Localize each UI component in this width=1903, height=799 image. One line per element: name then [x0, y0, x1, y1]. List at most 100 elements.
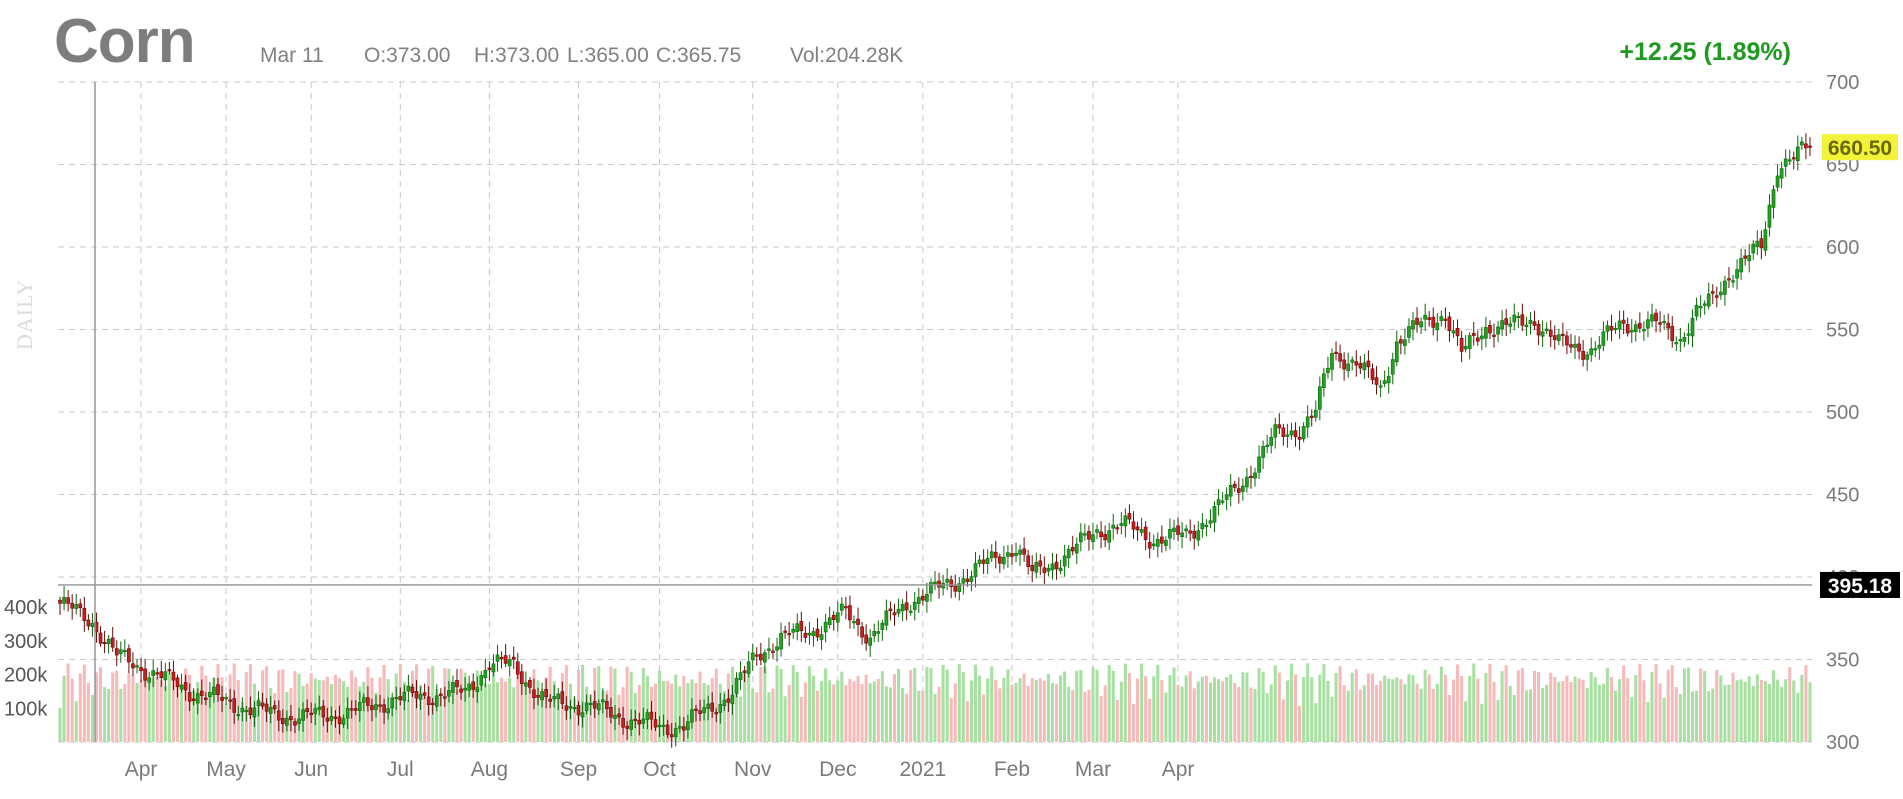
- candle-body: [208, 691, 212, 698]
- candle-body: [754, 654, 759, 657]
- x-tick-Jun: Jun: [294, 758, 328, 781]
- candle-body: [1188, 530, 1193, 534]
- volume-bar: [686, 683, 690, 742]
- candle-body: [1245, 476, 1249, 488]
- volume-bar: [1699, 668, 1703, 742]
- candle-body: [868, 637, 873, 646]
- candle-body: [625, 725, 629, 729]
- volume-bar: [544, 677, 548, 742]
- volume-bar: [1362, 685, 1366, 742]
- candle-body: [1662, 321, 1666, 324]
- y-tick-450: 450: [1826, 485, 1859, 507]
- candle-body: [1771, 189, 1776, 208]
- candle-body: [1779, 168, 1784, 179]
- candle-body: [1658, 322, 1662, 325]
- volume-bar: [1601, 683, 1605, 742]
- candle-body: [1601, 331, 1606, 346]
- volume-bar: [925, 666, 929, 742]
- candle-body: [556, 693, 561, 699]
- candle-body: [1763, 229, 1768, 251]
- candle-body: [1808, 145, 1812, 148]
- candle-body: [1131, 521, 1136, 530]
- candle-body: [892, 612, 897, 616]
- volume-bar: [917, 690, 921, 742]
- volume-bar: [1079, 669, 1083, 742]
- volume-bar: [155, 676, 159, 742]
- candle-body: [256, 700, 261, 707]
- candle-body: [1743, 255, 1748, 259]
- volume-bar: [1014, 682, 1018, 742]
- candle-body: [1415, 317, 1419, 325]
- volume-bar: [1565, 675, 1569, 742]
- candle-body: [357, 702, 362, 711]
- candle-body: [872, 631, 877, 637]
- candle-body: [386, 708, 390, 714]
- candle-body: [199, 690, 204, 696]
- candle-body: [1419, 321, 1423, 328]
- candle-body: [552, 696, 557, 700]
- x-tick-Feb: Feb: [994, 758, 1030, 781]
- candle-body: [568, 706, 573, 709]
- volume-bar: [1140, 663, 1144, 742]
- candle-body: [548, 698, 553, 702]
- candle-body: [1767, 204, 1772, 228]
- candle-body: [1322, 373, 1326, 388]
- volume-bar: [1038, 678, 1042, 742]
- candle-body: [1135, 526, 1140, 531]
- volume-bar: [1249, 687, 1253, 742]
- candle-body: [844, 606, 848, 609]
- candle-body: [224, 697, 228, 700]
- candle-body: [649, 711, 654, 720]
- volume-bar: [803, 682, 807, 742]
- volume-bar: [1099, 696, 1103, 742]
- candle-body: [1520, 314, 1525, 326]
- volume-bar: [1212, 677, 1217, 742]
- volume-bar: [1168, 675, 1172, 742]
- volume-bar: [475, 670, 479, 742]
- volume-bar: [884, 686, 888, 742]
- volume-bar: [1415, 683, 1419, 742]
- candle-body: [1552, 335, 1557, 341]
- volume-bar: [641, 668, 645, 742]
- candle-body: [1249, 475, 1253, 479]
- volume-bar: [1622, 665, 1626, 742]
- volume-bar: [799, 696, 803, 742]
- candle-body: [961, 578, 966, 584]
- candle-body: [1362, 362, 1367, 371]
- volume-bar: [520, 680, 524, 742]
- candle-body: [70, 602, 75, 609]
- volume-bar: [1776, 679, 1780, 742]
- volume-bar: [1541, 687, 1545, 742]
- volume-bar: [1208, 682, 1212, 742]
- candle-body: [491, 663, 496, 673]
- volume-bar: [1144, 676, 1148, 742]
- candle-body: [240, 707, 245, 713]
- candle-body: [1006, 552, 1010, 557]
- candle-body: [1253, 472, 1257, 479]
- volume-bar: [734, 685, 739, 742]
- volume-bar: [953, 683, 957, 742]
- candle-body: [896, 608, 901, 614]
- candle-body: [1160, 536, 1164, 544]
- candle-body: [82, 607, 87, 622]
- candle-body: [1403, 339, 1407, 346]
- candle-body: [1095, 529, 1099, 533]
- candle-body: [1443, 318, 1448, 321]
- candle-body: [1625, 324, 1630, 334]
- volume-bar: [1245, 672, 1249, 742]
- candle-body: [1350, 359, 1355, 363]
- candle-body: [621, 718, 625, 728]
- candle-body: [738, 672, 743, 681]
- candle-body: [908, 610, 913, 613]
- candle-body: [455, 680, 459, 688]
- candle-body: [1504, 318, 1509, 325]
- candle-body: [1548, 329, 1553, 337]
- volume-bar: [1310, 677, 1314, 742]
- volume-bar: [1528, 689, 1532, 742]
- volume-bar: [131, 675, 135, 742]
- last-price-badge: [1822, 134, 1898, 161]
- volume-bar: [94, 672, 99, 742]
- volume-bar: [1237, 686, 1241, 742]
- candle-body: [1642, 329, 1646, 332]
